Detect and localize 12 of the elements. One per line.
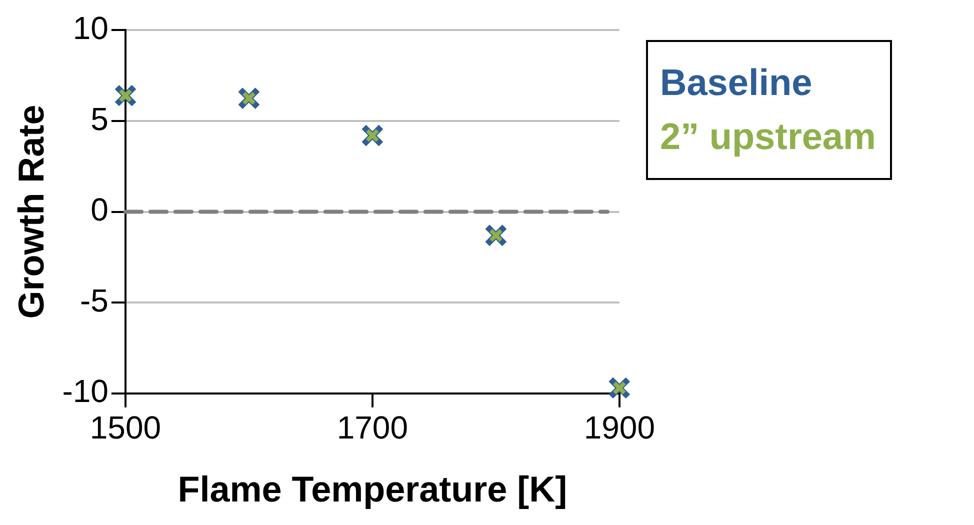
y-tick-label: -5: [80, 282, 108, 318]
x-axis-title: Flame Temperature [K]: [178, 468, 568, 510]
y-tick-label: -10: [62, 373, 108, 410]
y-tick-label: 5: [90, 100, 108, 137]
text: 2” upstream: [660, 115, 876, 159]
x-tick-label: 1900: [584, 409, 655, 446]
y-tick-label: 0: [90, 192, 108, 228]
y-axis-title: Growth Rate: [10, 104, 52, 319]
y-tick-label: 10: [72, 10, 108, 46]
x-tick-label: 1700: [336, 409, 408, 446]
x-tick-label: 1500: [90, 409, 162, 446]
text: Baseline: [660, 61, 814, 105]
